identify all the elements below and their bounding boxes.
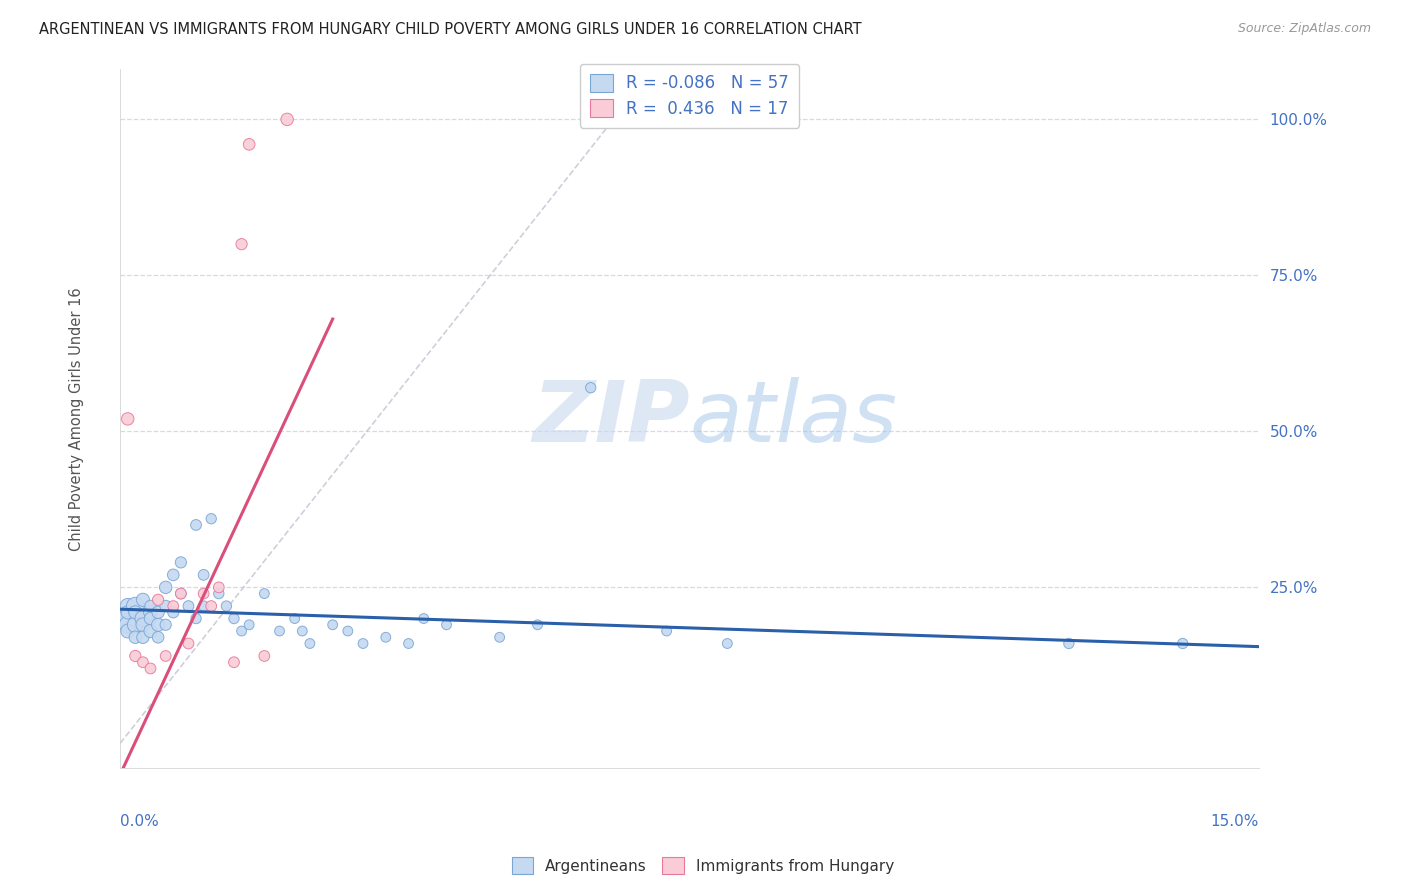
Point	[436, 617, 458, 632]
Point	[170, 555, 193, 569]
Point	[1057, 636, 1080, 650]
Point	[139, 661, 162, 675]
Point	[132, 592, 155, 607]
Text: Child Poverty Among Girls Under 16: Child Poverty Among Girls Under 16	[69, 287, 84, 550]
Text: Source: ZipAtlas.com: Source: ZipAtlas.com	[1237, 22, 1371, 36]
Point	[193, 567, 215, 582]
Point	[139, 624, 162, 638]
Point	[146, 605, 169, 619]
Point	[579, 381, 602, 395]
Point	[238, 137, 260, 152]
Point	[132, 655, 155, 669]
Point	[155, 617, 177, 632]
Point	[162, 599, 184, 613]
Point	[655, 624, 678, 638]
Point	[298, 636, 321, 650]
Point	[231, 237, 253, 252]
Point	[146, 617, 169, 632]
Point	[117, 617, 139, 632]
Point	[374, 630, 396, 644]
Point	[170, 586, 193, 600]
Point	[132, 630, 155, 644]
Text: 0.0%: 0.0%	[120, 814, 159, 829]
Point	[208, 580, 231, 594]
Point	[177, 636, 200, 650]
Point	[117, 611, 139, 625]
Point	[1171, 636, 1194, 650]
Point	[132, 617, 155, 632]
Point	[193, 599, 215, 613]
Point	[488, 630, 510, 644]
Point	[208, 586, 231, 600]
Point	[200, 599, 222, 613]
Point	[215, 599, 238, 613]
Point	[146, 592, 169, 607]
Point	[177, 599, 200, 613]
Point	[139, 605, 162, 619]
Point	[412, 611, 434, 625]
Point	[162, 567, 184, 582]
Text: ARGENTINEAN VS IMMIGRANTS FROM HUNGARY CHILD POVERTY AMONG GIRLS UNDER 16 CORREL: ARGENTINEAN VS IMMIGRANTS FROM HUNGARY C…	[39, 22, 862, 37]
Point	[170, 586, 193, 600]
Point	[253, 586, 276, 600]
Point	[117, 624, 139, 638]
Point	[184, 611, 207, 625]
Point	[117, 412, 139, 426]
Point	[117, 605, 139, 619]
Point	[139, 599, 162, 613]
Point	[284, 611, 307, 625]
Text: atlas: atlas	[689, 377, 897, 460]
Point	[526, 617, 548, 632]
Point	[253, 648, 276, 663]
Point	[322, 617, 344, 632]
Point	[238, 617, 260, 632]
Point	[155, 599, 177, 613]
Point	[124, 630, 146, 644]
Point	[291, 624, 314, 638]
Point	[716, 636, 738, 650]
Point	[231, 624, 253, 638]
Point	[124, 648, 146, 663]
Point	[222, 611, 245, 625]
Point	[162, 605, 184, 619]
Point	[200, 512, 222, 526]
Point	[193, 586, 215, 600]
Point	[222, 655, 245, 669]
Point	[276, 112, 298, 127]
Point	[155, 648, 177, 663]
Legend: Argentineans, Immigrants from Hungary: Argentineans, Immigrants from Hungary	[506, 851, 900, 880]
Text: ZIP: ZIP	[531, 377, 689, 460]
Text: 15.0%: 15.0%	[1211, 814, 1258, 829]
Point	[352, 636, 374, 650]
Point	[124, 599, 146, 613]
Point	[146, 630, 169, 644]
Point	[336, 624, 359, 638]
Point	[124, 605, 146, 619]
Point	[398, 636, 420, 650]
Point	[132, 611, 155, 625]
Point	[117, 599, 139, 613]
Point	[124, 617, 146, 632]
Point	[155, 580, 177, 594]
Legend: R = -0.086   N = 57, R =  0.436   N = 17: R = -0.086 N = 57, R = 0.436 N = 17	[579, 64, 799, 128]
Point	[269, 624, 291, 638]
Point	[139, 611, 162, 625]
Point	[184, 518, 207, 533]
